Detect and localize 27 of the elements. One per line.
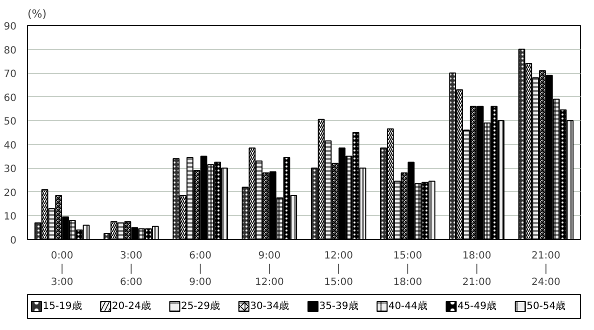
x-tick-label: 9:00 | 12:00 — [255, 250, 284, 288]
x-tick-label: 0:00 | 3:00 — [50, 250, 74, 288]
y-tick-label: 80 — [4, 45, 17, 56]
legend-label: 35-39歳 — [319, 300, 358, 312]
legend-label: 50-54歳 — [526, 300, 566, 312]
legend-label: 20-24歳 — [112, 300, 151, 312]
legend-label: 25-29歳 — [180, 300, 220, 312]
y-tick-label: 0 — [10, 236, 17, 246]
y-tick-label: 20 — [4, 188, 17, 199]
y-tick-label: 40 — [4, 140, 17, 152]
y-tick-label: 10 — [4, 212, 17, 223]
legend-label: 15-19歳 — [42, 300, 82, 312]
x-tick-label: 21:00 | 24:00 — [532, 250, 560, 288]
y-tick-label: 70 — [4, 69, 17, 80]
legend-label: 30-34歳 — [250, 300, 290, 312]
x-tick-label: 18:00 | 21:00 — [462, 250, 492, 288]
x-tick-label: 6:00 | 9:00 — [189, 250, 212, 288]
y-tick-label: 30 — [4, 164, 17, 176]
x-tick-label: 15:00 | 18:00 — [393, 250, 422, 288]
x-tick-label: 3:00 | 6:00 — [120, 250, 142, 288]
y-tick-label: 90 — [4, 22, 17, 32]
legend-label: 45-49歳 — [457, 300, 497, 312]
y-axis-title: (%) — [28, 8, 47, 20]
x-tick-label: 12:00 | 15:00 — [324, 250, 353, 288]
y-tick-label: 60 — [4, 92, 17, 104]
legend-label: 40-44歳 — [388, 300, 428, 312]
y-tick-label: 50 — [4, 116, 17, 128]
